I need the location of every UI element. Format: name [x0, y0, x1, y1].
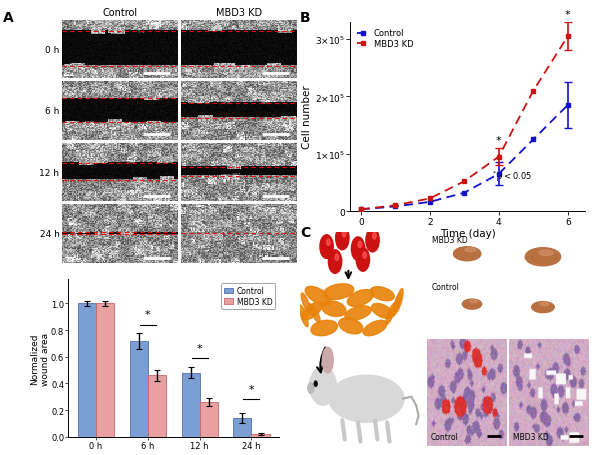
Ellipse shape	[462, 299, 482, 309]
X-axis label: Time (day): Time (day)	[440, 229, 495, 239]
Ellipse shape	[305, 287, 331, 306]
Line: Control: Control	[359, 104, 570, 212]
Bar	[200, 402, 218, 437]
Bar	[182, 373, 200, 437]
Text: 12 h: 12 h	[39, 168, 59, 177]
Circle shape	[358, 242, 362, 248]
Bar	[148, 376, 166, 437]
Circle shape	[363, 253, 366, 259]
Y-axis label: Normalized
wound area: Normalized wound area	[30, 332, 49, 385]
Ellipse shape	[363, 321, 387, 336]
Circle shape	[320, 235, 333, 259]
Ellipse shape	[311, 321, 337, 336]
Text: *: *	[249, 384, 254, 394]
Circle shape	[352, 238, 365, 261]
Ellipse shape	[299, 305, 308, 327]
Control	[426, 200, 434, 205]
Ellipse shape	[322, 301, 346, 317]
Control	[564, 103, 571, 108]
Ellipse shape	[309, 304, 320, 323]
Ellipse shape	[386, 303, 396, 324]
Circle shape	[328, 250, 342, 274]
Legend: Control, MBD3 KD: Control, MBD3 KD	[355, 27, 416, 51]
Circle shape	[327, 239, 330, 246]
Text: 0 h: 0 h	[45, 46, 59, 55]
Text: *: *	[145, 310, 151, 320]
Circle shape	[314, 381, 317, 386]
Circle shape	[366, 229, 379, 253]
Legend: Control, MBD3 KD: Control, MBD3 KD	[222, 283, 276, 309]
Text: *: *	[197, 343, 203, 353]
Text: MBD3 KD: MBD3 KD	[513, 432, 549, 440]
Circle shape	[372, 233, 376, 239]
Text: MBD3 KD: MBD3 KD	[216, 8, 262, 18]
Ellipse shape	[339, 318, 363, 334]
Circle shape	[336, 227, 349, 250]
Text: *: *	[496, 136, 502, 146]
Ellipse shape	[395, 289, 403, 312]
Text: Control: Control	[431, 432, 459, 440]
Ellipse shape	[301, 293, 311, 314]
Text: 24 h: 24 h	[40, 230, 59, 239]
Text: 6 h: 6 h	[45, 107, 59, 116]
Line: MBD3 KD: MBD3 KD	[359, 35, 570, 212]
Ellipse shape	[324, 284, 354, 300]
Text: Control: Control	[103, 8, 138, 18]
Control	[357, 207, 364, 212]
Bar	[233, 418, 251, 437]
Ellipse shape	[347, 290, 374, 307]
MBD3 KD	[530, 89, 537, 94]
Text: Control: Control	[432, 282, 460, 291]
Circle shape	[308, 383, 314, 394]
MBD3 KD	[392, 203, 399, 208]
Y-axis label: Cell number: Cell number	[302, 86, 312, 149]
MBD3 KD	[564, 34, 571, 40]
MBD3 KD	[357, 207, 364, 212]
Ellipse shape	[540, 303, 549, 306]
Text: *: *	[565, 10, 571, 20]
Text: C: C	[300, 225, 310, 239]
Bar	[251, 434, 270, 437]
Ellipse shape	[345, 306, 371, 320]
Ellipse shape	[532, 302, 554, 313]
Control	[495, 172, 503, 177]
Control	[461, 191, 468, 196]
Text: MBD3 KD: MBD3 KD	[432, 235, 467, 244]
Ellipse shape	[370, 287, 394, 301]
Circle shape	[356, 248, 369, 272]
Ellipse shape	[539, 250, 553, 256]
Ellipse shape	[309, 367, 336, 405]
MBD3 KD	[426, 196, 434, 202]
Ellipse shape	[465, 248, 476, 252]
Text: A: A	[3, 11, 14, 25]
Ellipse shape	[372, 304, 393, 318]
Control	[392, 204, 399, 210]
Bar	[129, 341, 148, 437]
Circle shape	[335, 254, 339, 261]
MBD3 KD	[495, 155, 503, 160]
Ellipse shape	[525, 248, 561, 266]
Ellipse shape	[302, 302, 323, 320]
MBD3 KD	[461, 179, 468, 185]
Control	[530, 137, 537, 143]
Ellipse shape	[329, 375, 404, 422]
Text: B: B	[300, 11, 311, 25]
Bar	[96, 304, 114, 437]
Text: $^*p < 0.05$: $^*p < 0.05$	[491, 169, 532, 183]
Ellipse shape	[453, 247, 481, 261]
Ellipse shape	[323, 348, 333, 373]
Circle shape	[342, 231, 346, 238]
Ellipse shape	[470, 300, 478, 303]
Bar	[78, 304, 96, 437]
Ellipse shape	[393, 293, 401, 316]
